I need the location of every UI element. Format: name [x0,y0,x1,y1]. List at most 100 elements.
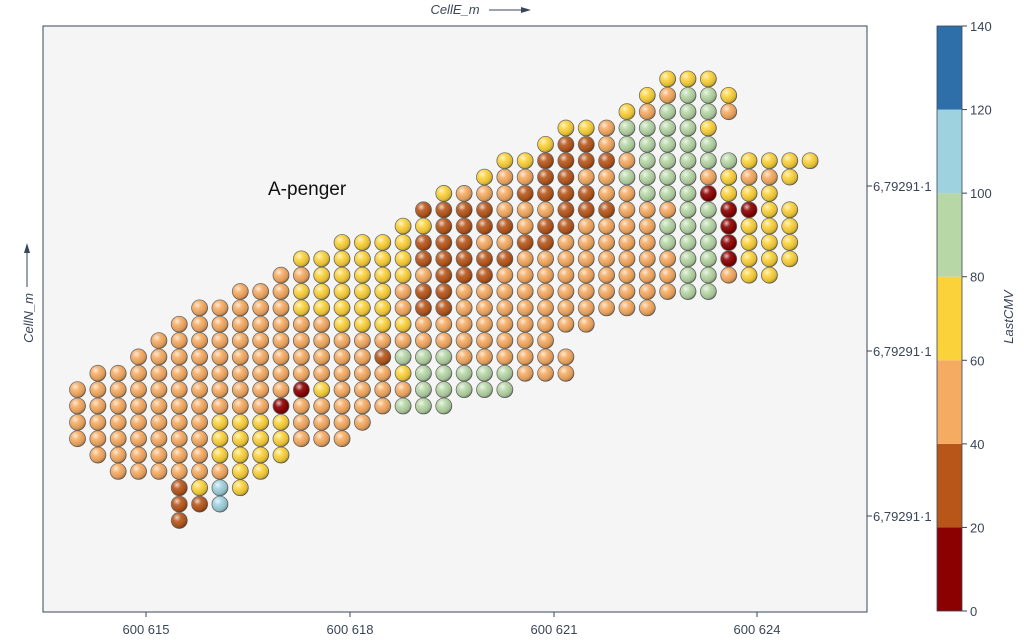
data-point [537,217,554,235]
data-point [638,168,656,186]
colorbar-tick-label: 120 [970,103,992,118]
data-point [476,332,493,350]
data-point [516,299,534,317]
data-point [699,185,717,202]
data-point [496,234,514,251]
data-point [557,168,575,186]
data-point [333,430,351,448]
data-point [679,283,697,300]
data-point [557,315,575,333]
data-point [679,266,697,284]
data-point [455,250,473,268]
data-point [415,283,432,300]
data-point [435,397,453,415]
data-point [353,250,371,268]
data-point [191,430,209,448]
data-point [292,266,310,284]
data-point [740,217,758,235]
data-point [272,413,290,431]
data-point [720,266,738,284]
data-point [455,364,473,382]
data-point [313,299,331,317]
data-point [638,217,656,235]
data-point [374,381,392,399]
data-point [577,217,595,235]
data-point [353,364,371,382]
data-point [679,119,697,137]
data-point [618,299,636,317]
data-point [394,250,412,268]
data-point [496,364,514,382]
data-point [333,315,351,333]
data-point [537,135,554,153]
data-point [496,250,514,268]
colorbar-bin [937,193,962,277]
data-point [170,315,188,333]
data-point [618,135,636,153]
data-point [516,201,534,219]
data-point [496,283,514,300]
data-point [415,348,432,366]
data-point [740,168,758,186]
data-point [638,135,656,153]
x-tick-label: 600 621 [531,622,578,637]
data-point [679,201,697,219]
colorbar-bin [937,276,962,361]
data-point [272,348,290,366]
data-point [211,364,229,382]
data-point [476,217,493,235]
data-point [272,364,290,382]
data-point [313,430,331,448]
data-point [353,332,371,350]
data-point [292,250,310,268]
data-point [598,152,615,170]
data-point [415,381,432,399]
data-point [292,397,310,415]
data-point [577,185,595,202]
data-point [761,201,778,219]
data-point [191,332,209,350]
data-point [761,152,778,170]
data-point [455,185,473,202]
data-point [761,217,778,235]
data-point [170,430,188,448]
data-point [170,332,188,350]
colorbar-bin [937,26,962,110]
y-axis: 6,79291·1 6,79291·1 6,79291·1 [867,179,932,524]
data-point [516,364,534,382]
data-point [211,348,229,366]
data-point [231,315,249,333]
data-point [455,217,473,235]
data-point [272,381,290,399]
data-point [170,364,188,382]
data-point [313,266,331,284]
data-point [699,135,717,153]
data-point [679,103,697,121]
colorbar-tick-label: 60 [970,353,984,368]
data-point [170,462,188,480]
data-point [415,250,432,268]
data-point [394,283,412,300]
data-point [537,315,554,333]
data-point [598,201,615,219]
data-point [801,152,819,170]
data-point [69,413,86,431]
data-point [638,250,656,268]
data-point [781,234,799,251]
data-point [455,315,473,333]
data-point [455,283,473,300]
data-point [211,430,229,448]
data-point [150,381,168,399]
data-point [679,135,697,153]
data-point [211,315,229,333]
data-point [150,364,168,382]
data-point [740,185,758,202]
data-point [333,299,351,317]
data-point [374,234,392,251]
data-point [577,266,595,284]
colorbar-bin [937,109,962,194]
data-point [170,495,188,513]
data-point [170,512,188,529]
data-point [781,201,799,219]
data-point [598,234,615,251]
